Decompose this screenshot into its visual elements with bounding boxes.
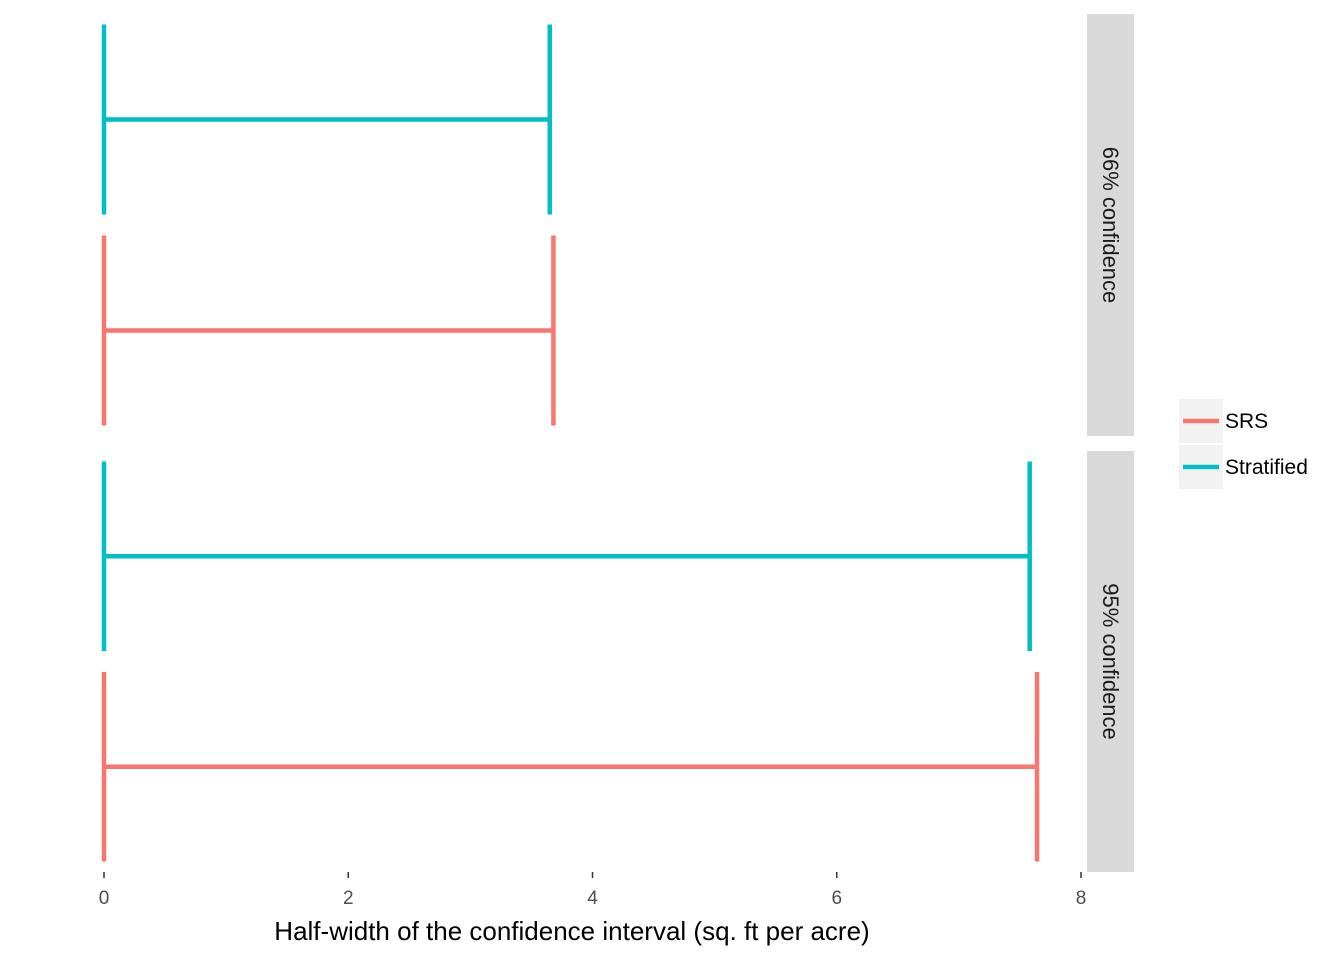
legend-label: SRS	[1225, 410, 1268, 433]
x-tick-label: 4	[587, 888, 598, 909]
x-tick-label: 8	[1076, 888, 1087, 909]
x-tick-label: 2	[343, 888, 354, 909]
panel-2	[101, 461, 1040, 862]
legend: SRS Stratified	[1179, 399, 1308, 489]
strip-label: 95% confidence	[1098, 583, 1123, 740]
x-tick-label: 6	[831, 888, 842, 909]
x-axis-title: Half-width of the confidence interval (s…	[274, 916, 869, 946]
errorbar-stratified	[101, 24, 553, 215]
x-axis: 0 2 4 6 8	[99, 872, 1087, 909]
facet-strip: 95% confidence	[1087, 451, 1134, 872]
facet-strip: 66% confidence	[1087, 14, 1134, 436]
errorbar-srs	[101, 235, 556, 426]
strip-background	[1087, 451, 1134, 872]
strip-label: 66% confidence	[1098, 147, 1123, 304]
errorbar-srs	[101, 672, 1040, 862]
legend-item-stratified: Stratified	[1179, 445, 1308, 489]
legend-label: Stratified	[1225, 456, 1308, 479]
x-tick-label: 0	[99, 888, 110, 909]
errorbar-stratified	[101, 461, 1032, 651]
legend-item-srs: SRS	[1179, 399, 1268, 443]
strip-background	[1087, 14, 1134, 436]
panel-1	[101, 24, 556, 426]
plot-panels	[101, 24, 1040, 862]
facet-strips: 66% confidence 95% confidence	[1087, 14, 1134, 872]
